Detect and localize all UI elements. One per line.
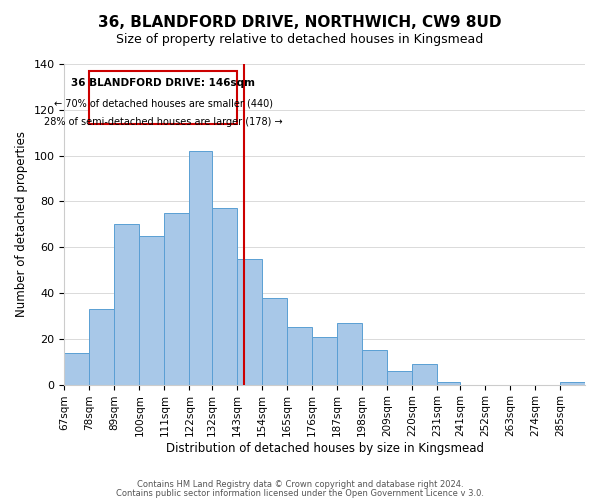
Text: ← 70% of detached houses are smaller (440): ← 70% of detached houses are smaller (44…: [54, 98, 273, 108]
Text: Contains HM Land Registry data © Crown copyright and database right 2024.: Contains HM Land Registry data © Crown c…: [137, 480, 463, 489]
Text: 28% of semi-detached houses are larger (178) →: 28% of semi-detached houses are larger (…: [44, 116, 283, 126]
Text: 36 BLANDFORD DRIVE: 146sqm: 36 BLANDFORD DRIVE: 146sqm: [71, 78, 255, 88]
Bar: [437, 382, 460, 384]
X-axis label: Distribution of detached houses by size in Kingsmead: Distribution of detached houses by size …: [166, 442, 484, 455]
Bar: [560, 382, 585, 384]
Bar: [190, 151, 212, 384]
Bar: [139, 236, 164, 384]
Text: Contains public sector information licensed under the Open Government Licence v : Contains public sector information licen…: [116, 488, 484, 498]
Bar: [164, 213, 190, 384]
Bar: [237, 258, 262, 384]
Bar: [287, 328, 312, 384]
Bar: [115, 224, 139, 384]
Text: Size of property relative to detached houses in Kingsmead: Size of property relative to detached ho…: [116, 32, 484, 46]
Bar: [262, 298, 287, 384]
Bar: [212, 208, 237, 384]
Bar: [412, 364, 437, 384]
Bar: [387, 371, 412, 384]
Text: 36, BLANDFORD DRIVE, NORTHWICH, CW9 8UD: 36, BLANDFORD DRIVE, NORTHWICH, CW9 8UD: [98, 15, 502, 30]
Bar: [312, 336, 337, 384]
Bar: [89, 309, 115, 384]
Y-axis label: Number of detached properties: Number of detached properties: [15, 132, 28, 318]
FancyBboxPatch shape: [89, 71, 237, 124]
Bar: [362, 350, 387, 384]
Bar: [64, 352, 89, 384]
Bar: [337, 323, 362, 384]
